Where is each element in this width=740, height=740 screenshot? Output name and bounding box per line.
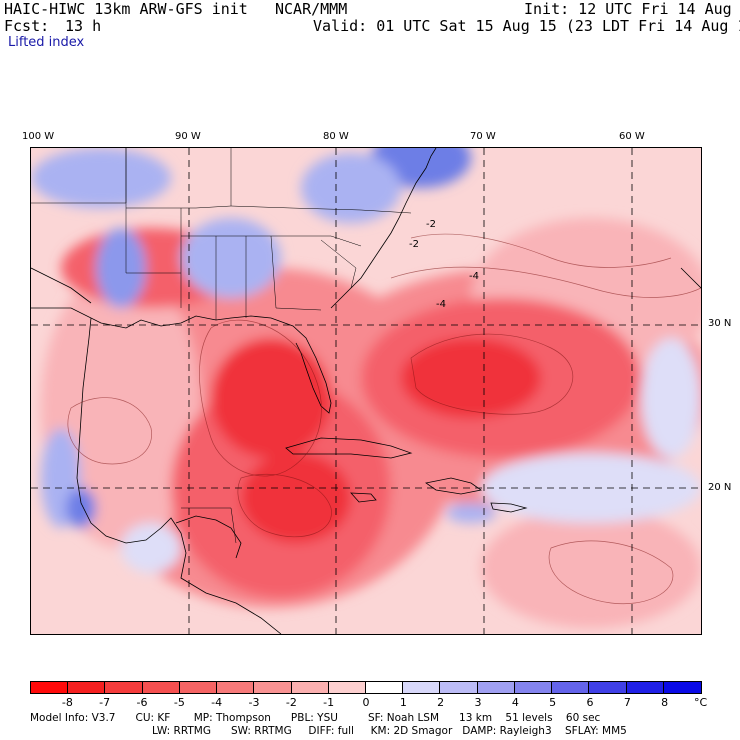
colorbar-tick-label: -3 xyxy=(248,696,260,709)
lon-label-90w: 90 W xyxy=(175,131,201,142)
lon-label-80w: 80 W xyxy=(323,131,349,142)
colorbar-tick-label: 1 xyxy=(399,696,407,709)
lat-label-30n: 30 N xyxy=(708,318,732,329)
colorbar-tick-label: -7 xyxy=(99,696,111,709)
colorbar-swatch xyxy=(68,682,106,693)
colorbar-tick-label: -6 xyxy=(136,696,148,709)
colorbar-swatch xyxy=(291,682,329,693)
field-shading xyxy=(31,148,701,628)
colorbar-swatch xyxy=(477,682,515,693)
field-name: Lifted index xyxy=(8,35,85,50)
colorbar-tick-label: -8 xyxy=(61,696,73,709)
colorbar-tick-label: 4 xyxy=(511,696,519,709)
colorbar-tick-label: 5 xyxy=(549,696,557,709)
colorbar-tick-label: -2 xyxy=(285,696,297,709)
colorbar-swatch xyxy=(179,682,218,693)
model-info-line2: LW: RRTMG SW: RRTMG DIFF: full KM: 2D Sm… xyxy=(152,725,627,737)
org-label: NCAR/MMM xyxy=(275,0,348,18)
model-info-line1: Model Info: V3.7 CU: KF MP: Thompson PBL… xyxy=(30,712,601,724)
colorbar-swatch xyxy=(589,682,627,693)
colorbar-swatch xyxy=(217,682,255,693)
model-title: HAIC-HIWC 13km ARW-GFS init xyxy=(4,0,248,18)
colorbar-tick-label: 8 xyxy=(661,696,669,709)
colorbar-swatch xyxy=(328,682,366,693)
colorbar-tick-label: -1 xyxy=(323,696,335,709)
lifted-index-map: -2 -4 -4 -2 xyxy=(30,147,702,635)
contour-lines xyxy=(67,233,701,605)
colorbar-tick-label: 0 xyxy=(362,696,370,709)
colorbar xyxy=(30,681,702,694)
valid-time: Valid: 01 UTC Sat 15 Aug 15 (23 LDT Fri … xyxy=(313,17,740,35)
contour-label: -4 xyxy=(469,271,479,282)
contour-label: -4 xyxy=(436,299,446,310)
lon-label-60w: 60 W xyxy=(619,131,645,142)
colorbar-swatch xyxy=(403,682,441,693)
colorbar-swatch xyxy=(663,682,701,693)
colorbar-swatch xyxy=(626,682,664,693)
init-time: Init: 12 UTC Fri 14 Aug 15 xyxy=(524,0,740,18)
lon-label-70w: 70 W xyxy=(470,131,496,142)
lat-label-20n: 20 N xyxy=(708,482,732,493)
colorbar-swatch xyxy=(552,682,590,693)
colorbar-swatch xyxy=(142,682,180,693)
colorbar-tick-label: 3 xyxy=(474,696,482,709)
colorbar-swatch xyxy=(31,682,69,693)
colorbar-tick-label: -4 xyxy=(211,696,223,709)
colorbar-swatch xyxy=(440,682,478,693)
forecast-hour: 13 h xyxy=(65,17,102,35)
map-canvas: -2 -4 -4 -2 xyxy=(31,148,701,634)
contour-label: -2 xyxy=(426,219,436,230)
lon-label-100w: 100 W xyxy=(22,131,55,142)
forecast-label: Fcst: xyxy=(4,17,50,35)
colorbar-unit: °C xyxy=(694,696,708,709)
colorbar-swatch xyxy=(514,682,553,693)
colorbar-swatch xyxy=(254,682,292,693)
colorbar-tick-label: 7 xyxy=(623,696,631,709)
colorbar-swatch xyxy=(105,682,143,693)
colorbar-tick-label: -5 xyxy=(173,696,185,709)
colorbar-tick-label: 2 xyxy=(437,696,445,709)
graticule xyxy=(31,148,701,634)
political-borders xyxy=(31,148,412,544)
colorbar-swatch xyxy=(365,682,404,693)
colorbar-tick-label: 6 xyxy=(586,696,594,709)
contour-label: -2 xyxy=(409,239,419,250)
